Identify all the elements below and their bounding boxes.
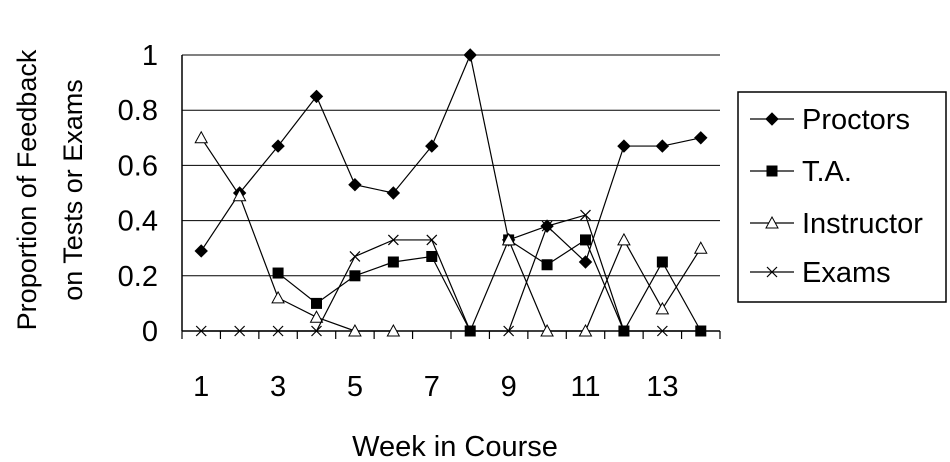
data-point-t-a <box>656 256 668 268</box>
data-point-instructor <box>271 290 285 304</box>
x-tick-label: 13 <box>646 371 678 403</box>
legend-marker-t-a <box>766 165 778 177</box>
y-tick-label: 0.4 <box>118 206 158 238</box>
data-point-instructor <box>578 323 593 337</box>
series-exams <box>195 209 707 337</box>
legend-label: Instructor <box>802 208 923 240</box>
series-t-a <box>272 234 707 337</box>
data-point-exams <box>272 325 284 337</box>
legend-marker-proctors <box>765 112 779 126</box>
gridlines <box>182 54 720 277</box>
data-point-exams <box>695 325 707 337</box>
y-axis-label-line-2: on Tests or Exams <box>58 79 88 301</box>
data-point-t-a <box>349 270 361 282</box>
series-layer <box>194 48 708 337</box>
axes <box>181 55 721 339</box>
data-point-exams <box>580 209 591 221</box>
y-tick-label: 0.2 <box>118 261 158 293</box>
data-point-proctors <box>309 89 324 104</box>
data-point-exams <box>349 251 361 262</box>
data-point-proctors <box>578 255 593 269</box>
legend-box <box>737 91 947 303</box>
data-point-exams <box>311 325 322 337</box>
x-tick-label: 1 <box>193 371 209 403</box>
data-point-instructor <box>194 130 209 144</box>
data-point-proctors <box>694 131 708 145</box>
legend-item-instructor: Instructor <box>750 208 923 240</box>
legend-item-t-a: T.A. <box>750 156 852 188</box>
series-line-exams <box>201 214 701 332</box>
legend-label: Exams <box>802 257 891 289</box>
x-tick-labels: 1 3 5 7 9 11 13 <box>193 371 678 403</box>
data-point-instructor <box>617 232 631 246</box>
x-tick-label: 7 <box>424 371 440 403</box>
data-point-proctors <box>463 48 477 62</box>
data-point-proctors <box>386 186 401 200</box>
series-line-proctors <box>200 52 701 264</box>
series-line-instructor <box>200 137 394 332</box>
data-point-proctors <box>655 139 670 153</box>
data-point-t-a <box>311 297 322 309</box>
data-point-exams <box>426 234 438 246</box>
data-point-instructor <box>501 232 516 246</box>
y-tick-label: 1 <box>142 40 158 72</box>
data-point-exams <box>656 325 668 337</box>
data-point-instructor <box>232 188 247 202</box>
x-tick-label: 3 <box>270 371 286 403</box>
legend-marker-instructor <box>765 215 779 229</box>
series-instructor <box>194 130 708 337</box>
y-tick-label: 0.8 <box>118 95 158 127</box>
data-point-proctors <box>425 139 439 153</box>
data-point-instructor <box>655 301 670 315</box>
data-point-instructor <box>540 323 554 337</box>
series-proctors <box>194 48 708 269</box>
legend-item-exams: Exams <box>750 257 891 289</box>
legend-marker-exams <box>766 266 778 278</box>
data-point-t-a <box>387 256 399 268</box>
data-point-proctors <box>348 178 362 192</box>
y-tick-label: 0.6 <box>118 150 158 182</box>
data-point-proctors <box>617 139 631 153</box>
data-point-exams <box>234 325 246 337</box>
data-point-exams <box>387 234 399 246</box>
legend-item-proctors: Proctors <box>750 104 910 136</box>
x-tick-label: 5 <box>347 371 363 403</box>
data-point-exams <box>503 325 515 337</box>
data-point-exams <box>541 220 553 232</box>
series-line-t-a <box>277 239 702 333</box>
y-tick-labels: 0 0.2 0.4 0.6 0.8 1 <box>118 40 158 348</box>
data-point-t-a <box>541 259 553 271</box>
y-tick-label: 0 <box>142 316 158 348</box>
x-tick-label: 9 <box>501 371 517 403</box>
data-point-instructor <box>386 323 401 337</box>
legend-label: T.A. <box>802 156 852 188</box>
legend: Proctors T.A. Instructor Exams <box>737 91 947 303</box>
data-point-exams <box>618 325 630 337</box>
data-point-proctors <box>271 139 285 153</box>
data-point-instructor <box>348 323 362 337</box>
data-point-proctors <box>194 244 208 258</box>
data-point-exams <box>464 325 476 337</box>
legend-label: Proctors <box>802 104 910 136</box>
data-point-t-a <box>580 234 591 246</box>
data-point-t-a <box>426 250 438 262</box>
series-line-instructor <box>508 238 702 332</box>
x-tick-label: 11 <box>570 371 600 403</box>
data-point-instructor <box>309 310 324 323</box>
x-axis-label: Week in Course <box>352 431 558 462</box>
data-point-exams <box>195 325 207 337</box>
y-axis-label-line-1: Proportion of Feedback <box>12 49 42 330</box>
data-point-t-a <box>272 267 284 279</box>
data-point-instructor <box>693 241 708 254</box>
